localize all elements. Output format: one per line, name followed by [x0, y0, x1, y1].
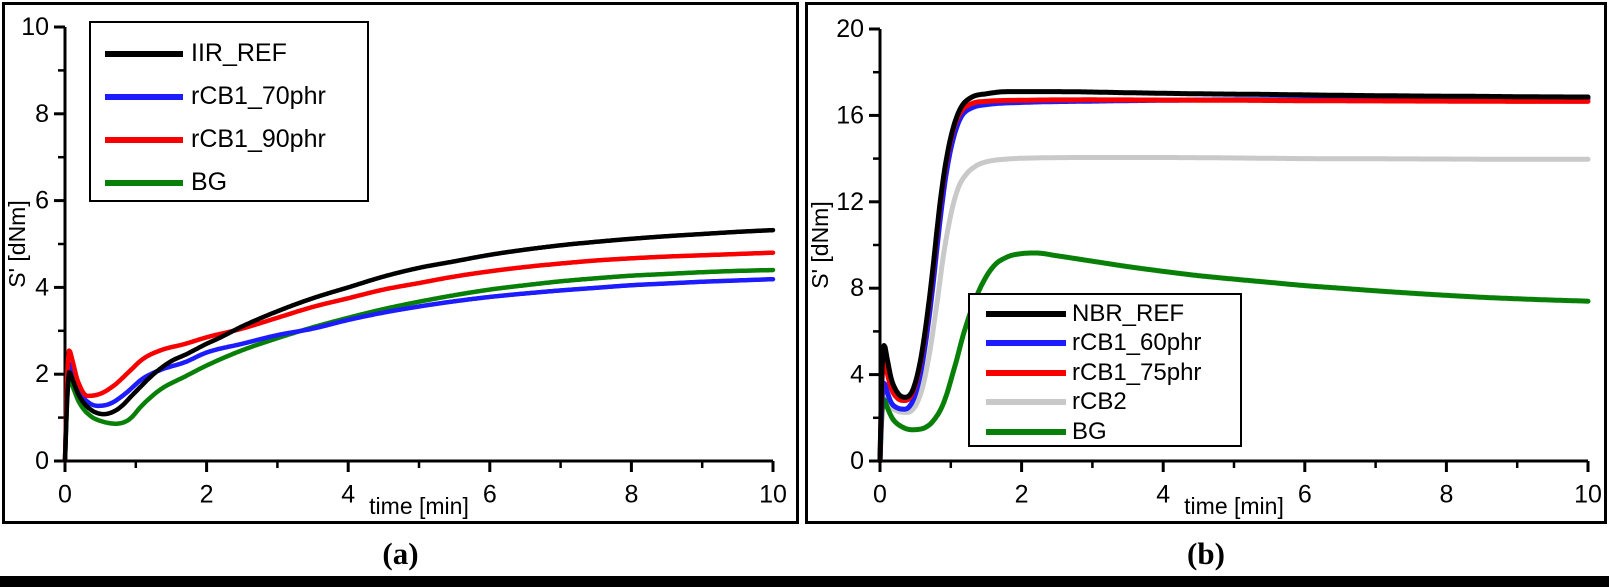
legend-swatch-rCB1_75phr	[986, 369, 1066, 376]
chart-b-plot: 0 2 4 6 8 10 0 4 8 12 16 20 time [min] S' [dNm]	[808, 15, 1602, 519]
b-series-rCB1_75phr	[877, 97, 1591, 464]
a-x-tick-label: 6	[483, 481, 497, 509]
legend-swatch-rCB1_60phr	[986, 340, 1066, 347]
legend-swatch-rCB2	[986, 399, 1066, 406]
b-x-tick-label: 0	[873, 481, 887, 509]
b-x-axis-label: time [min]	[1184, 493, 1284, 519]
legend-item-rCB1_90phr: rCB1_90phr	[91, 118, 367, 161]
legend-swatch-NBR_REF	[986, 310, 1066, 317]
chart-b-legend: NBR_REF rCB1_60phr rCB1_75phr rCB2 BG	[968, 293, 1242, 447]
a-y-tick-label: 0	[35, 447, 49, 475]
b-y-axis-label: S' [dNm]	[808, 201, 833, 288]
a-series-rCB1_70phr	[62, 276, 776, 464]
legend-item-NBR_REF: NBR_REF	[970, 299, 1240, 329]
a-x-axis-label: time [min]	[369, 493, 469, 519]
legend-label-rCB2: rCB2	[1072, 388, 1127, 416]
b-y-tick-label: 16	[836, 101, 864, 129]
caption-a: (a)	[382, 536, 419, 571]
a-x-tick-label: 4	[341, 481, 355, 509]
b-x-tick-label: 2	[1015, 481, 1029, 509]
legend-label-rCB1_60phr: rCB1_60phr	[1072, 329, 1202, 357]
b-y-tick-label: 8	[850, 274, 864, 302]
a-series-IIR_REF	[62, 227, 776, 464]
a-x-tick-label: 0	[58, 481, 72, 509]
legend-item-BG: BG	[91, 161, 367, 204]
legend-item-BG: BG	[970, 417, 1240, 447]
b-series-BG	[877, 250, 1591, 464]
legend-label-rCB1_90phr: rCB1_90phr	[191, 125, 326, 153]
chart-panel-b: 0 2 4 6 8 10 0 4 8 12 16 20 time [min] S' [dNm] NBR_R…	[805, 2, 1607, 524]
b-y-tick-label: 12	[836, 188, 864, 216]
legend-item-rCB1_70phr: rCB1_70phr	[91, 75, 367, 118]
legend-label-rCB1_70phr: rCB1_70phr	[191, 82, 326, 110]
legend-swatch-BG	[105, 179, 183, 186]
bottom-rule	[0, 576, 1609, 587]
a-x-tick-label: 10	[759, 481, 787, 509]
b-x-tick-label: 6	[1298, 481, 1312, 509]
legend-swatch-IIR_REF	[105, 50, 183, 57]
b-y-tick-label: 0	[850, 447, 864, 475]
b-y-tick-label: 4	[850, 361, 864, 389]
a-y-tick-label: 2	[35, 360, 49, 388]
chart-a-plot: 0 2 4 6 8 10 0 2 4 6 8 10 time [min] S' [dNm]	[5, 13, 787, 519]
legend-label-BG: BG	[191, 168, 228, 196]
a-series-BG	[62, 267, 776, 464]
legend-item-rCB1_75phr: rCB1_75phr	[970, 358, 1240, 388]
a-series-rCB1_90phr	[62, 250, 776, 464]
caption-b: (b)	[1187, 536, 1225, 571]
legend-item-rCB2: rCB2	[970, 388, 1240, 418]
a-y-tick-label: 10	[21, 13, 49, 41]
legend-label-rCB1_75phr: rCB1_75phr	[1072, 358, 1202, 386]
b-x-tick-label: 8	[1439, 481, 1453, 509]
chart-a-legend: IIR_REF rCB1_70phr rCB1_90phr BG	[89, 21, 369, 202]
a-y-axis-label: S' [dNm]	[5, 200, 30, 287]
b-x-tick-label: 4	[1156, 481, 1170, 509]
a-x-tick-label: 8	[624, 481, 638, 509]
a-x-tick-label: 2	[200, 481, 214, 509]
b-y-tick-label: 20	[836, 15, 864, 43]
legend-swatch-rCB1_70phr	[105, 93, 183, 100]
legend-item-IIR_REF: IIR_REF	[91, 32, 367, 75]
chart-panel-a: 0 2 4 6 8 10 0 2 4 6 8 10 time [min] S' [dNm] IIR_REF…	[2, 2, 799, 524]
legend-label-IIR_REF: IIR_REF	[191, 39, 287, 67]
b-series-NBR_REF	[877, 89, 1591, 464]
a-y-tick-label: 8	[35, 100, 49, 128]
legend-label-NBR_REF: NBR_REF	[1072, 299, 1185, 327]
a-y-tick-label: 4	[35, 273, 49, 301]
legend-item-rCB1_60phr: rCB1_60phr	[970, 329, 1240, 359]
b-x-tick-label: 10	[1574, 481, 1602, 509]
legend-label-BG: BG	[1072, 417, 1107, 445]
a-y-tick-label: 6	[35, 187, 49, 215]
legend-swatch-rCB1_90phr	[105, 136, 183, 143]
legend-swatch-BG	[986, 428, 1066, 435]
b-series-rCB2	[877, 155, 1591, 464]
